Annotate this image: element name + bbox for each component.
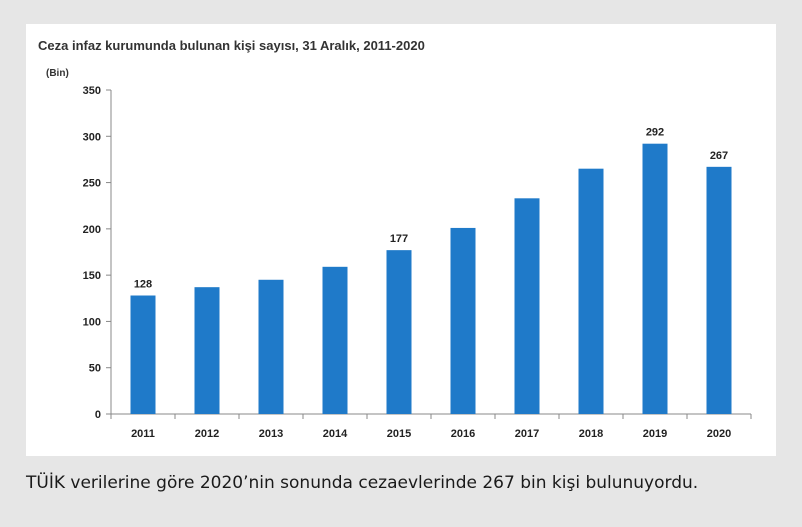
bar-2012 [194, 287, 220, 414]
x-tick-label: 2011 [131, 428, 155, 440]
data-label: 128 [134, 279, 152, 291]
x-tick-label: 2012 [195, 428, 219, 440]
chart-card: Ceza infaz kurumunda bulunan kişi sayısı… [26, 24, 776, 456]
bar-2013 [258, 279, 284, 414]
caption: TÜİK verilerine göre 2020’nin sonunda ce… [26, 473, 699, 493]
y-tick-label: 0 [95, 409, 101, 421]
y-tick-label: 300 [83, 131, 101, 143]
x-tick-label: 2016 [451, 428, 475, 440]
bar-2020 [706, 166, 732, 414]
x-tick-label: 2020 [707, 428, 731, 440]
bar-2018 [578, 168, 604, 414]
x-tick-label: 2018 [579, 428, 603, 440]
data-label: 177 [390, 233, 408, 245]
x-tick-label: 2017 [515, 428, 539, 440]
y-tick-label: 50 [89, 363, 101, 375]
bar-2016 [450, 227, 476, 414]
bar-2019 [642, 143, 668, 414]
data-label: 292 [646, 127, 664, 139]
chart-title: Ceza infaz kurumunda bulunan kişi sayısı… [38, 38, 425, 53]
y-axis-unit-label: (Bin) [46, 68, 69, 79]
y-tick-label: 100 [83, 316, 101, 328]
y-tick-label: 250 [83, 178, 101, 190]
x-tick-label: 2014 [323, 428, 348, 440]
x-tick-label: 2013 [259, 428, 283, 440]
bar-chart: 0 50 100 150 200 250 300 350 2011 128 2012 2013 2014… [83, 85, 752, 440]
bar-2015 [386, 250, 412, 414]
x-tick-label: 2015 [387, 428, 411, 440]
y-tick-label: 200 [83, 224, 101, 236]
y-tick-label: 150 [83, 270, 101, 282]
data-label: 267 [710, 150, 728, 162]
bar-2017 [514, 198, 540, 414]
bar-2011 [130, 295, 156, 414]
x-tick-label: 2019 [643, 428, 667, 440]
y-tick-label: 350 [83, 85, 101, 97]
bar-2014 [322, 266, 348, 414]
